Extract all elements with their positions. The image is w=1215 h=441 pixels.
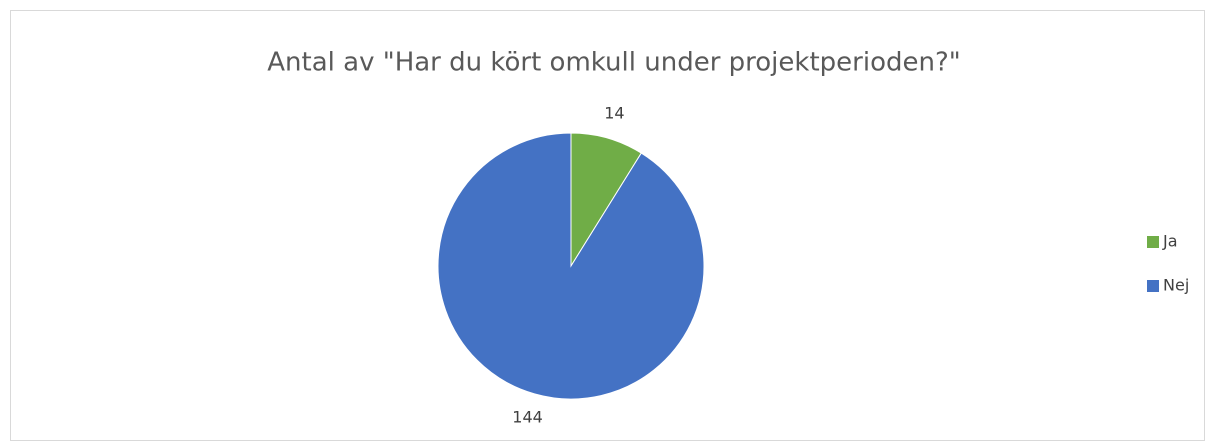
legend-label: Ja: [1162, 232, 1178, 251]
data-label: 14: [604, 104, 624, 123]
chart-title: Antal av "Har du kört omkull under proje…: [267, 48, 960, 78]
pie-slice: [437, 132, 705, 400]
legend-swatch: [1147, 280, 1159, 292]
legend-label: Nej: [1163, 276, 1189, 295]
data-label: 144: [512, 407, 543, 426]
legend-swatch: [1147, 236, 1159, 248]
